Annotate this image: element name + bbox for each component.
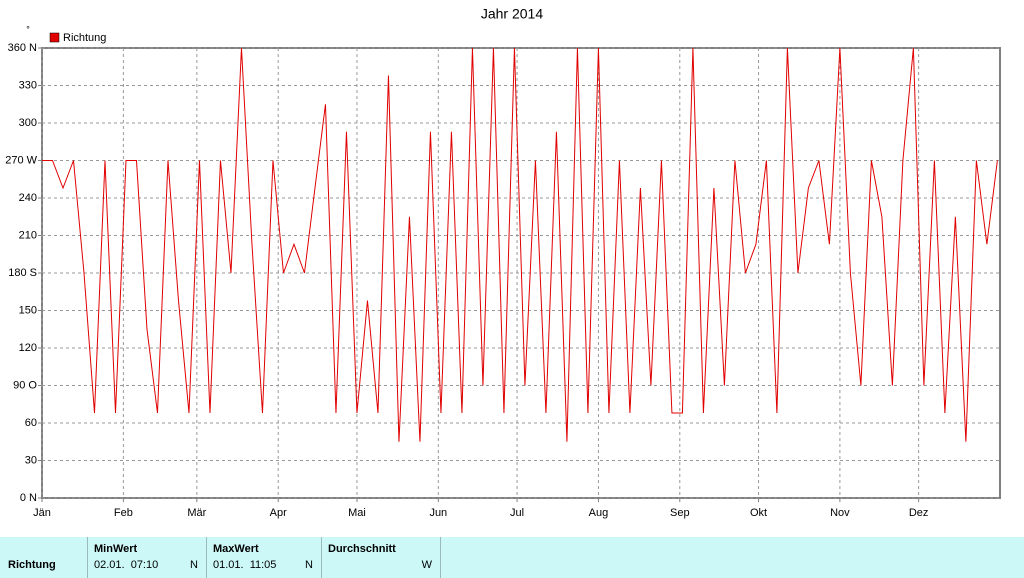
- x-tick-label: Nov: [830, 507, 850, 519]
- y-tick-label: 270 W: [5, 154, 37, 166]
- max-dir: N: [305, 559, 313, 571]
- x-tick-label: Mär: [187, 507, 206, 519]
- header: MinWert: [94, 543, 138, 555]
- y-tick-label: 60: [25, 417, 37, 429]
- y-tick-label: 240: [19, 192, 37, 204]
- avg-dir: W: [421, 559, 432, 571]
- y-tick-label: 0 N: [20, 492, 37, 504]
- header: MaxWert: [213, 543, 259, 555]
- x-tick-label: Okt: [750, 507, 767, 519]
- legend-swatch: [49, 32, 60, 43]
- max-time: 01.01. 11:05: [213, 559, 277, 571]
- avg-cell: Durchschnitt W: [322, 537, 441, 578]
- chart: Jahr 2014 ° 0 N 30 60 90 O 120 150 180 S 210 240…: [5, 6, 1001, 519]
- summary-table: Richtung MinWert 02.01. 07:10 N MaxWert …: [0, 537, 1024, 578]
- header: Durchschnitt: [328, 543, 396, 555]
- y-tick-label: 120: [19, 342, 37, 354]
- y-tick-label: 330: [19, 79, 37, 91]
- chart-title: Jahr 2014: [481, 6, 543, 22]
- min-time: 02.01. 07:10: [94, 559, 159, 571]
- min-dir: N: [190, 559, 198, 571]
- y-tick-label: 150: [19, 304, 37, 316]
- x-tick-label: Aug: [589, 507, 609, 519]
- unit: °: [26, 24, 30, 34]
- row-label-cell: Richtung: [0, 537, 88, 578]
- x-tick-label: Dez: [909, 507, 929, 519]
- y-tick-label: 30: [25, 454, 37, 466]
- x-tick-label: Sep: [670, 507, 690, 519]
- x-tick-label: Jän: [33, 507, 51, 519]
- y-tick-label: 180 S: [8, 267, 37, 279]
- row-label: Richtung: [8, 559, 56, 571]
- max-cell: MaxWert 01.01. 11:05 N: [207, 537, 322, 578]
- y-tick-label: 300: [19, 117, 37, 129]
- y-tick-label: 210: [19, 229, 37, 241]
- data-line: [42, 47, 998, 442]
- x-tick-label: Jul: [510, 507, 524, 519]
- min-cell: MinWert 02.01. 07:10 N: [88, 537, 207, 578]
- x-tick-label: Feb: [114, 507, 133, 519]
- x-tick-label: Mai: [348, 507, 366, 519]
- y-tick-label: 360 N: [8, 42, 37, 54]
- x-tick-label: Apr: [270, 507, 287, 519]
- legend-label: Richtung: [63, 32, 106, 44]
- x-tick-label: Jun: [429, 507, 447, 519]
- y-tick-label: 90 O: [13, 379, 37, 391]
